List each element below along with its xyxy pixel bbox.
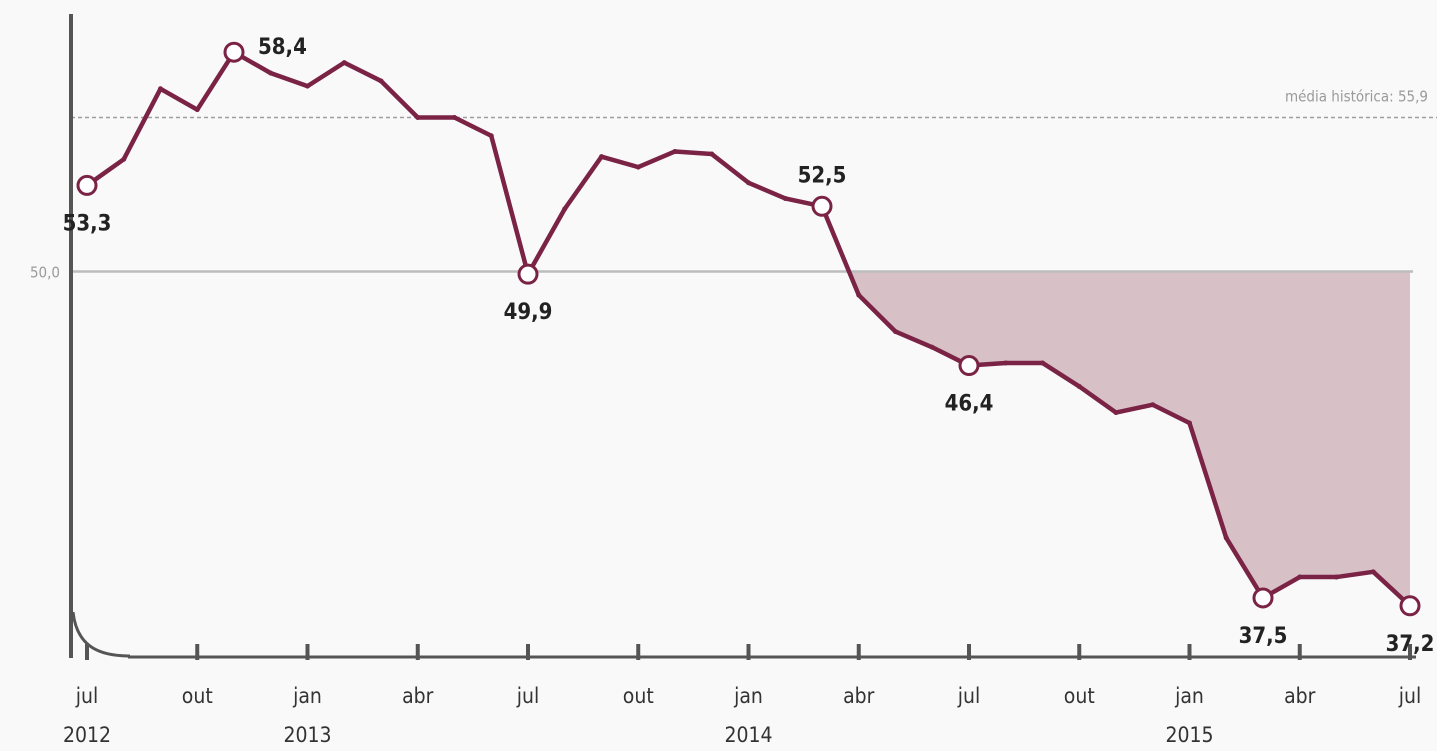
x-tick-label-5: out [623,684,654,708]
data-point-9 [415,115,421,120]
data-point-19 [782,195,788,201]
highlight-marker-1 [223,41,245,63]
data-point-1 [121,156,127,162]
highlight-marker-4 [958,355,980,377]
highlight-marker-5 [1252,587,1274,609]
x-year-label-10: 2015 [1165,723,1213,747]
data-point-31 [1223,535,1229,541]
x-tick-label-0: jul [75,684,98,708]
data-point-17 [709,151,715,157]
reference-line-label: média histórica: 55,9 [1285,88,1428,106]
data-label-0: 53,3 [63,211,112,236]
data-point-3 [194,107,200,113]
data-point-30 [1187,420,1192,426]
data-point-5 [268,70,274,76]
data-point-14 [599,154,604,160]
highlight-marker-2 [517,263,539,285]
data-point-21 [856,292,862,298]
data-point-34 [1334,574,1339,580]
threshold-label: 50,0 [30,264,60,282]
data-point-7 [341,60,347,66]
y-axis-break [71,611,131,658]
data-point-33 [1297,574,1303,580]
data-label-4: 46,4 [945,392,994,417]
data-point-11 [488,133,494,139]
x-tick-label-9: out [1064,684,1095,708]
x-tick-label-7: abr [843,684,875,708]
x-tick-label-1: out [182,684,213,708]
x-tick-label-3: abr [402,684,434,708]
data-point-13 [562,206,568,212]
highlight-marker-6 [1399,595,1421,617]
x-tick-label-10: jan [1174,684,1204,708]
data-label-2: 49,9 [504,300,553,325]
data-point-26 [1040,360,1045,366]
highlight-marker-0 [76,174,98,196]
data-point-27 [1076,383,1082,389]
x-year-label-0: 2012 [63,723,111,747]
shaded-area-below-threshold [849,271,1410,606]
x-year-label-2: 2013 [283,723,331,747]
data-point-29 [1150,402,1156,408]
data-label-3: 52,5 [798,163,847,188]
data-point-10 [452,115,457,120]
data-point-18 [746,180,751,186]
x-tick-label-4: jul [516,684,539,708]
data-label-6: 37,2 [1386,632,1435,657]
data-point-15 [635,164,641,170]
data-point-35 [1370,569,1376,575]
x-year-label-6: 2014 [724,723,772,747]
data-point-16 [672,148,678,154]
data-label-1: 58,4 [258,35,307,60]
x-tick-label-2: jan [292,684,322,708]
data-point-25 [1003,360,1009,366]
x-tick-label-8: jul [957,684,980,708]
data-point-8 [378,78,384,84]
x-tick-label-11: abr [1284,684,1316,708]
data-point-23 [929,344,935,350]
highlight-marker-3 [811,195,833,217]
data-point-6 [305,83,310,89]
data-label-5: 37,5 [1239,624,1288,649]
data-point-22 [893,329,898,335]
data-point-2 [158,86,163,92]
data-point-28 [1113,410,1119,416]
x-tick-label-12: jul [1398,684,1421,708]
x-tick-label-6: jan [733,684,763,708]
